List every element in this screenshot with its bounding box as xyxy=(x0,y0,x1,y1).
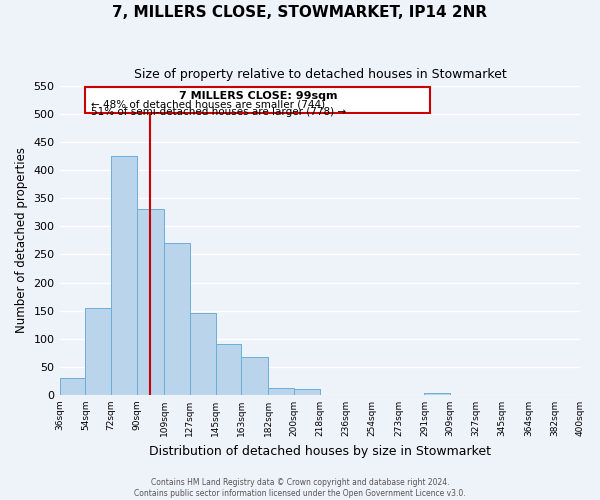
Bar xyxy=(241,358,268,395)
Bar xyxy=(164,243,190,395)
Text: 7 MILLERS CLOSE: 99sqm: 7 MILLERS CLOSE: 99sqm xyxy=(179,92,337,102)
Text: 51% of semi-detached houses are larger (778) →: 51% of semi-detached houses are larger (… xyxy=(91,106,346,117)
Bar xyxy=(190,314,215,395)
Bar xyxy=(111,156,137,395)
Bar xyxy=(85,308,111,395)
Bar xyxy=(215,344,241,395)
Text: 7, MILLERS CLOSE, STOWMARKET, IP14 2NR: 7, MILLERS CLOSE, STOWMARKET, IP14 2NR xyxy=(112,5,488,20)
Bar xyxy=(137,210,164,395)
Title: Size of property relative to detached houses in Stowmarket: Size of property relative to detached ho… xyxy=(134,68,506,80)
Bar xyxy=(59,378,85,395)
X-axis label: Distribution of detached houses by size in Stowmarket: Distribution of detached houses by size … xyxy=(149,444,491,458)
Bar xyxy=(424,393,450,395)
FancyBboxPatch shape xyxy=(85,87,430,113)
Bar xyxy=(268,388,294,395)
Bar xyxy=(294,390,320,395)
Y-axis label: Number of detached properties: Number of detached properties xyxy=(15,148,28,334)
Text: Contains HM Land Registry data © Crown copyright and database right 2024.
Contai: Contains HM Land Registry data © Crown c… xyxy=(134,478,466,498)
Text: ← 48% of detached houses are smaller (744): ← 48% of detached houses are smaller (74… xyxy=(91,100,325,110)
